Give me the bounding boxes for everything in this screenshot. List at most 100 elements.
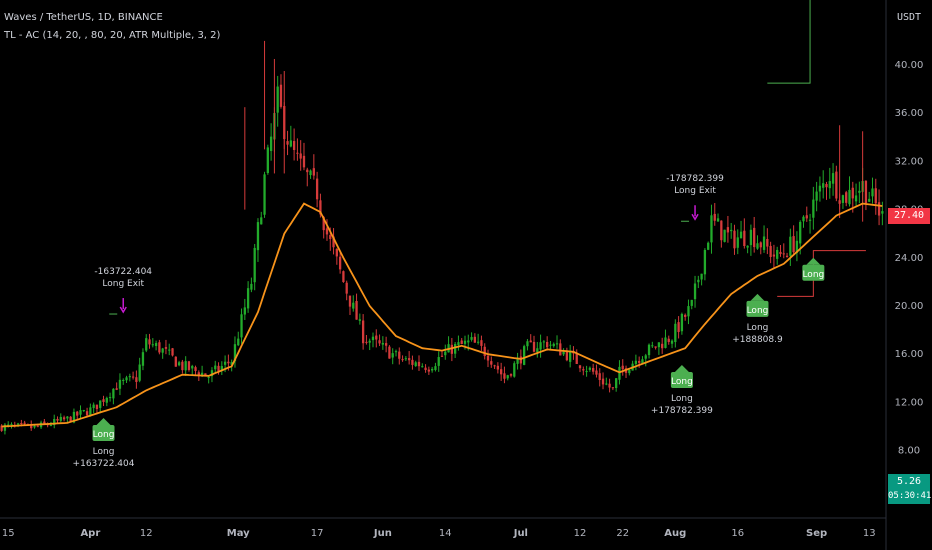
candle-body	[286, 141, 289, 145]
candle-body	[496, 365, 500, 370]
candle-body	[112, 388, 115, 399]
indicator-label[interactable]: TL - AC (14, 20, , 80, 20, ATR Multiple,…	[4, 30, 221, 41]
candle-body	[690, 299, 693, 306]
candle-body	[427, 369, 431, 372]
candle-body	[736, 237, 739, 248]
candle-body	[315, 178, 319, 200]
long-entry-box	[92, 425, 115, 442]
candle-body	[506, 375, 509, 379]
candle-body	[279, 84, 283, 107]
time-tick-label: 22	[616, 528, 629, 539]
candle-body	[168, 349, 171, 351]
time-tick-label: May	[227, 528, 250, 539]
candle-body	[509, 374, 513, 376]
candle-body	[753, 227, 756, 248]
candle-body	[444, 351, 447, 356]
trade-result-label: Long	[93, 447, 115, 457]
time-tick-label: Apr	[80, 528, 100, 539]
trade-result-value: +188808.9	[732, 335, 783, 345]
candle-body	[384, 343, 388, 346]
candle-body	[463, 340, 467, 344]
candle-body	[569, 351, 572, 362]
candle-body	[118, 379, 122, 389]
candle-body	[641, 359, 644, 365]
candle-body	[654, 346, 657, 348]
candle-body	[352, 302, 355, 309]
candle-body	[739, 231, 743, 239]
candle-body	[243, 307, 246, 315]
candle-body	[546, 341, 549, 348]
candle-body	[503, 373, 506, 379]
candle-body	[177, 362, 181, 366]
candle-body	[174, 356, 177, 367]
candle-body	[253, 247, 256, 283]
time-tick-label: Aug	[664, 528, 686, 539]
candle-body	[476, 341, 480, 343]
candle-body	[766, 239, 769, 247]
candle-body	[759, 242, 762, 248]
candle-body	[789, 236, 792, 256]
candle-body	[187, 361, 191, 370]
candle-body	[299, 153, 302, 159]
candle-body	[59, 416, 62, 421]
price-tick-label: 8.00	[898, 446, 920, 457]
candle-body	[269, 136, 273, 151]
long-entry-box	[802, 264, 825, 281]
candle-body	[687, 306, 690, 317]
candle-body	[601, 378, 605, 385]
candle-body	[411, 359, 414, 365]
candle-body	[332, 236, 335, 248]
candle-body	[457, 342, 460, 346]
exit-arrow-head	[691, 213, 699, 221]
candle-body	[588, 367, 592, 370]
time-tick-label: Sep	[806, 528, 827, 539]
candle-body	[131, 376, 135, 378]
time-tick-label: Jun	[373, 528, 392, 539]
candle-body	[319, 200, 322, 215]
candle-body	[480, 340, 483, 346]
candle-body	[848, 189, 851, 205]
candle-body	[532, 341, 536, 352]
candle-body	[845, 192, 848, 203]
moving-average-layer	[1, 202, 883, 428]
long-entry-label: Long	[802, 270, 824, 280]
candle-body	[460, 340, 463, 344]
candle-body	[99, 400, 102, 408]
candle-body	[598, 373, 601, 381]
candle-body	[608, 383, 611, 388]
price-tick-label: 20.00	[895, 301, 924, 312]
candle-body	[822, 183, 825, 188]
candle-body	[154, 343, 158, 346]
candle-body	[680, 313, 684, 332]
candle-body	[634, 360, 638, 364]
trade-result-label: Long	[747, 323, 769, 333]
candle-body	[122, 379, 125, 381]
target-line	[767, 0, 811, 84]
candle-body	[407, 358, 411, 361]
candle-body	[430, 368, 434, 371]
candle-body	[345, 282, 348, 294]
trade-result-value: +163722.404	[73, 459, 135, 469]
candle-body	[260, 217, 263, 225]
candle-body	[526, 341, 529, 347]
candle-body	[16, 423, 20, 425]
candle-body	[674, 323, 677, 342]
candle-body	[595, 370, 598, 375]
candle-body	[312, 168, 315, 176]
exit-label: Long Exit	[674, 186, 716, 196]
candle-body	[207, 376, 210, 378]
candle-body	[720, 220, 723, 241]
candle-body	[141, 352, 145, 366]
candle-body	[854, 195, 858, 202]
candle-body	[398, 351, 401, 359]
candle-body	[158, 342, 161, 353]
candle-body	[30, 425, 33, 429]
time-axis[interactable]: 15 Apr 12 May 17 Jun 14 Jul 12 22 Aug 16 Sep 13	[2, 528, 876, 539]
candle-body	[36, 425, 39, 427]
candle-body	[263, 174, 266, 215]
candle-body	[0, 425, 3, 431]
candle-body	[513, 363, 516, 377]
candle-body	[148, 339, 151, 345]
signal-marks-layer: Long Long +163722.404 Long Long +178782.399 Lo…	[73, 174, 825, 469]
